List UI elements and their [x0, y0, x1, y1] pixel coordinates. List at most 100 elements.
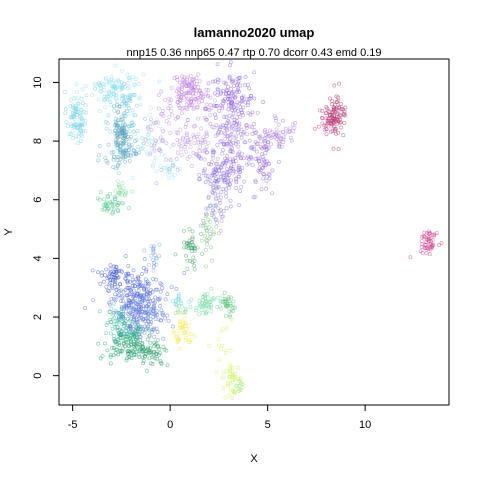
- data-point: [135, 129, 140, 134]
- data-point: [207, 107, 212, 112]
- data-point: [191, 133, 196, 137]
- data-point: [140, 136, 145, 141]
- data-point: [114, 275, 118, 280]
- data-point: [253, 180, 258, 185]
- data-point: [178, 97, 183, 102]
- data-point: [197, 312, 202, 317]
- data-point: [190, 235, 195, 240]
- data-point: [138, 102, 143, 107]
- data-point: [242, 130, 247, 134]
- data-point: [83, 129, 88, 134]
- data-point: [213, 203, 218, 208]
- data-point: [111, 155, 116, 159]
- data-point: [203, 310, 208, 315]
- data-point: [222, 99, 226, 104]
- data-point: [182, 145, 187, 149]
- data-point: [316, 124, 321, 129]
- data-point: [192, 259, 197, 263]
- data-point: [208, 299, 213, 304]
- data-point: [98, 356, 103, 361]
- data-point: [109, 77, 114, 82]
- data-point: [178, 138, 183, 143]
- data-point: [235, 127, 240, 132]
- data-point: [137, 332, 142, 337]
- data-point: [180, 111, 184, 116]
- cluster-7: [95, 190, 131, 216]
- data-point: [136, 82, 141, 86]
- data-point: [231, 299, 236, 304]
- y-axis-label: Y: [3, 228, 15, 236]
- data-point: [112, 92, 116, 97]
- data-point: [219, 346, 224, 351]
- data-point: [218, 165, 223, 170]
- data-point: [112, 316, 117, 321]
- data-point: [207, 236, 212, 241]
- data-point: [137, 334, 142, 339]
- data-point: [91, 298, 96, 303]
- data-point: [140, 272, 144, 276]
- data-point: [132, 306, 136, 311]
- data-point: [214, 184, 219, 189]
- data-point: [111, 264, 116, 269]
- data-point: [175, 100, 180, 104]
- data-point: [131, 74, 136, 79]
- data-point: [263, 163, 267, 168]
- data-point: [111, 210, 115, 215]
- data-point: [68, 122, 73, 127]
- data-point: [116, 352, 121, 357]
- data-point: [186, 103, 191, 108]
- data-point: [141, 359, 146, 363]
- data-point: [198, 303, 203, 308]
- data-point: [148, 317, 153, 322]
- data-point: [211, 232, 216, 237]
- data-point: [154, 309, 159, 314]
- data-point: [129, 356, 134, 360]
- data-point: [122, 81, 127, 86]
- data-point: [291, 129, 296, 134]
- data-point: [196, 96, 200, 100]
- data-point: [127, 75, 132, 80]
- data-point: [116, 318, 120, 323]
- data-point: [105, 97, 110, 102]
- data-point: [215, 304, 219, 309]
- data-point: [289, 138, 294, 143]
- data-point: [269, 142, 274, 147]
- data-point: [116, 191, 121, 196]
- points-layer: [62, 60, 444, 400]
- data-point: [111, 149, 116, 154]
- data-point: [179, 147, 184, 152]
- data-point: [133, 347, 138, 352]
- data-point: [192, 135, 197, 140]
- data-point: [137, 150, 142, 155]
- data-point: [127, 105, 132, 110]
- data-point: [210, 213, 214, 218]
- data-point: [230, 379, 235, 384]
- data-point: [96, 270, 101, 275]
- data-point: [210, 210, 215, 215]
- data-point: [202, 292, 207, 297]
- data-point: [252, 96, 257, 101]
- data-point: [235, 77, 240, 81]
- data-point: [174, 286, 179, 291]
- cluster-3: [96, 134, 146, 171]
- data-point: [237, 174, 242, 179]
- data-point: [126, 152, 131, 157]
- data-point: [428, 247, 433, 252]
- data-point: [204, 117, 209, 122]
- data-point: [214, 172, 219, 176]
- data-point: [199, 126, 204, 131]
- data-point: [191, 92, 195, 97]
- data-point: [182, 316, 187, 321]
- data-point: [133, 139, 138, 143]
- data-point: [293, 121, 298, 125]
- data-point: [229, 128, 234, 133]
- data-point: [233, 141, 238, 146]
- data-point: [223, 348, 228, 353]
- data-point: [266, 145, 271, 150]
- data-point: [218, 228, 223, 233]
- data-point: [179, 94, 184, 99]
- data-point: [217, 357, 221, 362]
- data-point: [100, 270, 105, 275]
- data-point: [128, 144, 133, 149]
- data-point: [181, 135, 186, 140]
